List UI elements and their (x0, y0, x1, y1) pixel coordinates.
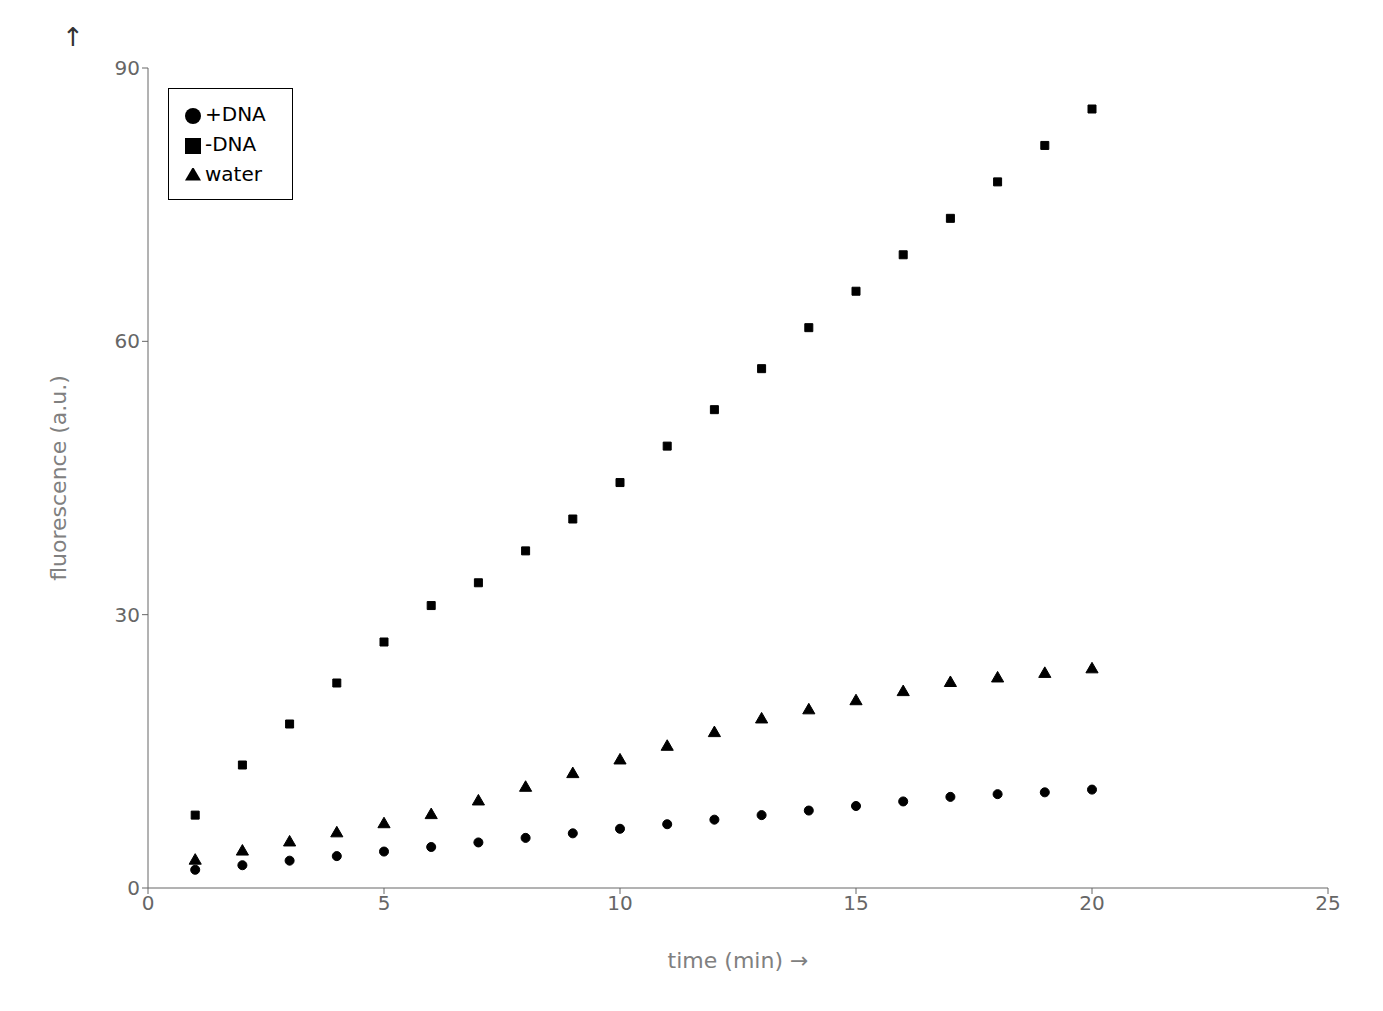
svg-text:5: 5 (378, 891, 391, 915)
svg-text:20: 20 (1079, 891, 1104, 915)
html-text:-DNA: -DNA (205, 132, 257, 156)
svg-text:0: 0 (127, 876, 140, 900)
svg-text:fluorescence (a.u.): fluorescence (a.u.) (46, 375, 71, 581)
svg-text:30: 30 (115, 603, 140, 627)
svg-text:time (min) →: time (min) → (668, 948, 809, 973)
svg-text:25: 25 (1315, 891, 1340, 915)
svg-text:90: 90 (115, 56, 140, 80)
svg-text:15: 15 (843, 891, 868, 915)
html-text:+DNA: +DNA (205, 102, 266, 126)
svg-text:60: 60 (115, 329, 140, 353)
svg-text:0: 0 (142, 891, 155, 915)
html-text:water: water (205, 162, 262, 186)
svg-text:10: 10 (607, 891, 632, 915)
